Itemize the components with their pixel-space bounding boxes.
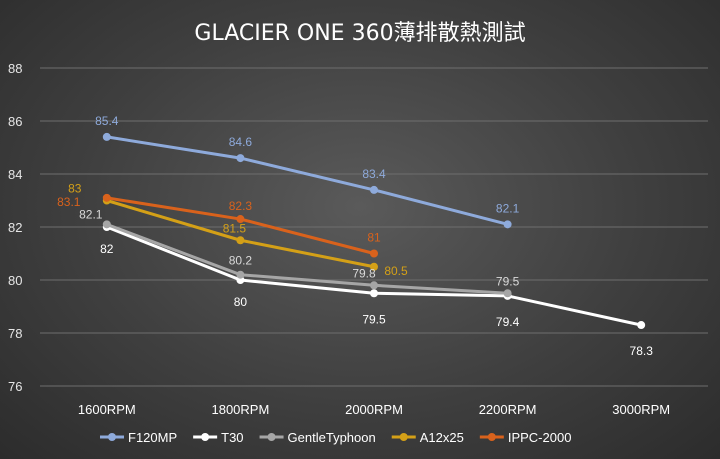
data-label: 82.1 [496,201,520,215]
data-point [236,215,245,224]
data-label: 80 [234,295,248,309]
y-tick-label: 86 [8,114,22,129]
data-point [236,270,245,279]
data-point [102,132,111,141]
x-axis-ticks: 1600RPM 1800RPM 2000RPM 2200RPM 3000RPM [78,402,670,417]
legend: F120MP T30 GentleTyphoon A12x25 IPPC-2000 [100,430,571,445]
x-tick-label: 3000RPM [612,402,670,417]
data-label: 79.5 [496,274,520,288]
y-tick-label: 80 [8,273,22,288]
series-line [106,135,508,226]
data-point [370,289,378,298]
chart-title: GLACIER ONE 360薄排散熱測試 [194,21,525,46]
data-label: 83.1 [57,195,81,209]
x-tick-label: 2200RPM [479,402,537,417]
series-ippc-2000 [102,193,378,258]
data-point [102,220,111,229]
y-tick-label: 78 [8,326,22,341]
legend-item: F120MP [100,430,177,445]
data-point [236,154,245,163]
y-tick-label: 84 [8,167,22,182]
data-label: 79.4 [496,315,520,329]
data-label: 81 [367,231,381,245]
y-tick-label: 76 [8,379,22,394]
legend-item: IPPC-2000 [479,430,572,445]
series-f120mp [102,132,512,229]
x-tick-label: 2000RPM [345,402,403,417]
legend-item: GentleTyphoon [259,430,376,445]
data-point [503,220,512,229]
legend-label: F120MP [128,430,177,445]
data-point [370,262,378,271]
data-label: 82.1 [79,207,103,221]
data-label: 82.3 [229,199,253,213]
y-tick-label: 82 [8,220,22,235]
legend-swatch-marker [108,433,116,441]
x-tick-label: 1600RPM [78,402,136,417]
series-layer [102,132,646,330]
legend-label: IPPC-2000 [508,430,572,445]
legend-label: GentleTyphoon [288,430,376,445]
legend-item: A12x25 [391,430,464,445]
data-label: 81.5 [223,221,247,235]
data-label: 79.5 [362,312,386,326]
data-label: 80.5 [384,264,408,278]
data-point [370,185,378,194]
data-label: 83 [68,182,82,196]
series-line [106,222,508,295]
data-label: 78.3 [630,344,654,358]
legend-label: T30 [221,430,243,445]
data-label: 80.2 [229,254,253,268]
data-label: 83.4 [362,167,386,181]
series-gentletyphoon [102,220,512,298]
data-labels: 85.4 84.6 83.4 82.1 82 80 79.5 79.4 78.3 82.1 80.2… [57,114,653,358]
legend-swatch-marker [399,433,408,441]
y-axis-ticks: 76 78 80 82 84 86 88 [8,61,22,394]
legend-swatch-marker [267,433,276,441]
data-label: 85.4 [95,114,119,128]
data-point [370,281,378,290]
grid-layer [40,67,708,387]
data-point [236,236,245,245]
legend-swatch-marker [201,433,210,441]
x-tick-label: 1800RPM [211,402,269,417]
legend-label: A12x25 [420,430,464,445]
data-label: 84.6 [229,135,253,149]
legend-swatch-marker [487,433,496,441]
data-point [102,193,111,202]
data-label: 79.8 [352,266,376,280]
data-point [637,321,646,330]
data-point [370,249,378,258]
y-tick-label: 88 [8,61,22,76]
data-label: 82 [100,242,114,256]
legend-item: T30 [193,430,244,445]
data-point [503,289,512,298]
